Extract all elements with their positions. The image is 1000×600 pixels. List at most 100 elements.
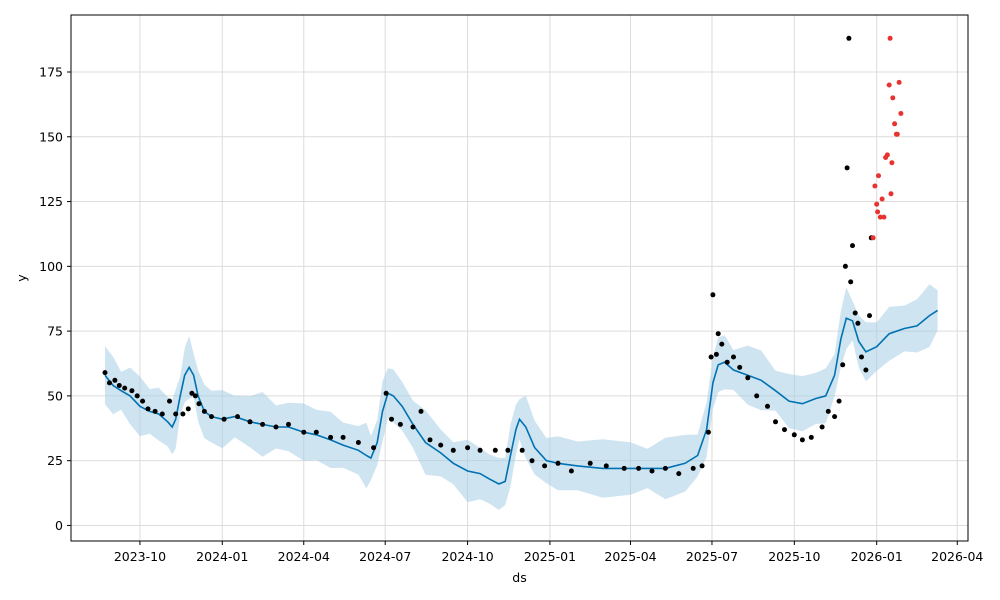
observed-point bbox=[603, 463, 609, 469]
y-tick-label: 100 bbox=[39, 259, 63, 274]
observed-point bbox=[383, 390, 389, 396]
y-axis-label: y bbox=[14, 274, 29, 282]
observed-point bbox=[201, 408, 207, 414]
observed-point bbox=[129, 388, 135, 394]
observed-point bbox=[519, 447, 525, 453]
observed-point bbox=[140, 398, 146, 404]
uncertainty-band-layer bbox=[105, 284, 938, 510]
y-tick-label: 0 bbox=[55, 518, 63, 533]
observed-point bbox=[355, 440, 361, 445]
observed-point bbox=[196, 401, 202, 407]
observed-point bbox=[112, 377, 118, 383]
observed-point bbox=[438, 442, 444, 448]
observed-point bbox=[505, 447, 511, 453]
outlier-point bbox=[875, 209, 881, 215]
observed-point bbox=[116, 383, 122, 388]
plot-background bbox=[71, 15, 968, 541]
observed-point bbox=[715, 331, 721, 337]
forecast-line-layer bbox=[104, 309, 939, 485]
outlier-point bbox=[879, 196, 885, 202]
uncertainty-band bbox=[105, 284, 938, 510]
outlier-point bbox=[890, 95, 896, 101]
observed-point bbox=[621, 465, 627, 471]
observed-point bbox=[410, 424, 416, 430]
observed-point bbox=[180, 411, 186, 417]
observed-point bbox=[782, 427, 787, 433]
outlier-point bbox=[888, 191, 894, 197]
observed-point bbox=[848, 279, 854, 285]
outlier-point bbox=[898, 111, 904, 116]
observed-point bbox=[235, 414, 240, 420]
observed-point bbox=[690, 465, 696, 471]
x-tick-label: 2026-01 bbox=[851, 549, 903, 564]
observed-point bbox=[836, 398, 842, 404]
outlier-point bbox=[881, 214, 887, 220]
outlier-point bbox=[870, 235, 876, 241]
observed-points-layer bbox=[102, 35, 874, 477]
observed-point bbox=[842, 263, 848, 269]
observed-point bbox=[676, 471, 682, 477]
observed-point bbox=[221, 416, 227, 422]
observed-point bbox=[799, 437, 805, 443]
observed-point bbox=[855, 320, 861, 326]
observed-point bbox=[145, 406, 151, 412]
x-tick-label: 2026-04 bbox=[931, 549, 983, 564]
observed-point bbox=[859, 354, 864, 360]
x-tick-label: 2025-04 bbox=[604, 549, 656, 564]
observed-point bbox=[492, 447, 498, 453]
observed-point bbox=[765, 403, 770, 409]
observed-point bbox=[649, 468, 655, 474]
y-tick-label: 75 bbox=[47, 324, 63, 339]
observed-point bbox=[185, 406, 191, 412]
outlier-point bbox=[889, 160, 895, 166]
observed-point bbox=[791, 432, 797, 438]
observed-point bbox=[465, 445, 471, 451]
x-tick-label: 2023-10 bbox=[114, 549, 166, 564]
forecast-line bbox=[104, 309, 939, 485]
outlier-point bbox=[892, 121, 898, 127]
x-tick-label: 2024-07 bbox=[359, 549, 411, 564]
observed-point bbox=[192, 393, 198, 399]
observed-point bbox=[542, 463, 548, 469]
observed-point bbox=[152, 408, 158, 414]
x-tick-label: 2024-04 bbox=[278, 549, 330, 564]
y-axis: 0 25 50 75 100 125 150 175 bbox=[39, 65, 71, 533]
y-tick-label: 175 bbox=[39, 65, 63, 80]
observed-point bbox=[754, 393, 760, 399]
outlier-point bbox=[887, 35, 893, 41]
observed-point bbox=[273, 424, 279, 430]
y-tick-label: 50 bbox=[47, 388, 63, 403]
observed-point bbox=[450, 447, 456, 453]
x-tick-label: 2025-10 bbox=[768, 549, 820, 564]
observed-point bbox=[710, 292, 716, 298]
y-tick-label: 150 bbox=[39, 129, 63, 144]
observed-point bbox=[247, 419, 253, 425]
observed-point bbox=[397, 421, 403, 427]
observed-point bbox=[832, 414, 838, 420]
x-tick-label: 2024-01 bbox=[196, 549, 248, 564]
observed-point bbox=[705, 429, 711, 435]
observed-point bbox=[167, 398, 172, 404]
observed-point bbox=[825, 408, 831, 414]
observed-point bbox=[713, 351, 719, 357]
observed-point bbox=[122, 385, 128, 391]
observed-point bbox=[867, 313, 872, 319]
observed-point bbox=[529, 458, 535, 464]
observed-point bbox=[389, 416, 394, 422]
observed-point bbox=[850, 243, 855, 249]
observed-point bbox=[477, 447, 483, 453]
observed-point bbox=[844, 165, 850, 171]
outlier-point bbox=[884, 152, 890, 158]
observed-point bbox=[773, 419, 778, 425]
outlier-point bbox=[896, 79, 902, 85]
observed-point bbox=[173, 411, 179, 417]
outlier-point bbox=[877, 214, 883, 220]
observed-point bbox=[107, 380, 112, 386]
observed-point bbox=[371, 445, 377, 451]
observed-point bbox=[863, 367, 869, 373]
observed-point bbox=[189, 390, 195, 396]
observed-point bbox=[731, 354, 736, 360]
observed-point bbox=[555, 460, 561, 466]
